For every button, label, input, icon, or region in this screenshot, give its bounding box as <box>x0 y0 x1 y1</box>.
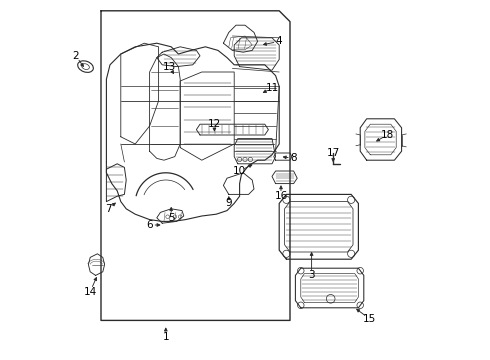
Text: 15: 15 <box>363 314 376 324</box>
Text: 2: 2 <box>73 51 79 61</box>
Text: 11: 11 <box>266 83 279 93</box>
Text: 10: 10 <box>233 166 246 176</box>
Text: 7: 7 <box>105 204 112 214</box>
Text: 16: 16 <box>274 191 288 201</box>
Text: 8: 8 <box>290 153 297 163</box>
Text: 4: 4 <box>276 36 283 46</box>
Text: 13: 13 <box>163 62 176 72</box>
Text: 14: 14 <box>84 287 97 297</box>
Text: 17: 17 <box>326 148 340 158</box>
Text: 6: 6 <box>147 220 153 230</box>
Text: 3: 3 <box>308 270 315 280</box>
Text: 1: 1 <box>163 332 169 342</box>
Text: 5: 5 <box>168 213 174 223</box>
Text: 9: 9 <box>225 198 232 208</box>
Text: 12: 12 <box>208 119 221 129</box>
Text: 18: 18 <box>381 130 394 140</box>
